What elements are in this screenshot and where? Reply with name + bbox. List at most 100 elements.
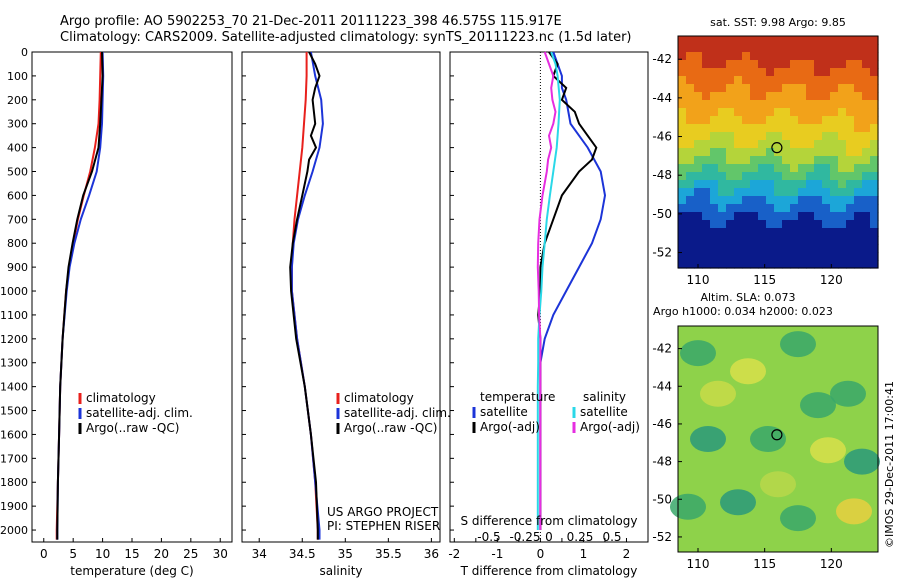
sst-cell — [782, 100, 791, 109]
sst-cell — [734, 108, 743, 117]
sst-cell — [702, 92, 711, 101]
sst-cell — [742, 196, 751, 205]
diff-xlabel2: S difference from climatology — [461, 514, 638, 528]
diff-stick-label-3: 0.25 — [567, 530, 594, 544]
sst-cell — [790, 156, 799, 165]
sst-cell — [814, 196, 823, 205]
sst-cell — [718, 188, 727, 197]
sst-cell — [814, 188, 823, 197]
sst-cell — [702, 188, 711, 197]
sst-cell — [790, 236, 799, 245]
sst-cell — [782, 244, 791, 253]
sst-cell — [870, 132, 879, 141]
sst-cell — [734, 236, 743, 245]
map4-xtick-2: 120 — [820, 557, 843, 571]
sst-cell — [782, 108, 791, 117]
sst-cell — [838, 228, 847, 237]
sst-cell — [734, 60, 743, 69]
sst-cell — [766, 156, 775, 165]
sst-cell — [806, 148, 815, 157]
sst-cell — [694, 140, 703, 149]
sst-cell — [846, 228, 855, 237]
p0-ytick-label-1: 100 — [7, 70, 28, 83]
sst-cell — [806, 36, 815, 45]
sla-blob-14 — [844, 448, 880, 475]
sst-cell — [846, 140, 855, 149]
sst-cell — [742, 116, 751, 125]
sst-cell — [790, 204, 799, 213]
sst-cell — [774, 68, 783, 77]
sst-cell — [774, 188, 783, 197]
sst-cell — [774, 52, 783, 61]
p0-xtick-label-1: 5 — [69, 547, 77, 561]
sst-cell — [774, 204, 783, 213]
map3-ytick-5: -52 — [652, 246, 672, 260]
sst-cell — [822, 84, 831, 93]
sst-cell — [734, 52, 743, 61]
sst-cell — [766, 124, 775, 133]
sst-cell — [742, 236, 751, 245]
sst-cell — [766, 76, 775, 85]
sst-cell — [838, 76, 847, 85]
sst-cell — [830, 212, 839, 221]
sst-cell — [702, 60, 711, 69]
sst-cell — [678, 140, 687, 149]
sst-cell — [862, 260, 871, 269]
sst-cell — [822, 244, 831, 253]
sst-cell — [718, 228, 727, 237]
sst-cell — [862, 252, 871, 261]
p0-ytick-label-0: 0 — [21, 46, 28, 59]
sst-cell — [718, 132, 727, 141]
sst-cell — [766, 140, 775, 149]
sst-cell — [830, 84, 839, 93]
sst-cell — [830, 100, 839, 109]
sst-cell — [790, 180, 799, 189]
p0-ytick-label-11: 1100 — [0, 309, 28, 322]
sst-cell — [822, 260, 831, 269]
sst-cell — [830, 228, 839, 237]
sst-cell — [862, 92, 871, 101]
sst-cell — [710, 68, 719, 77]
sst-cell — [766, 132, 775, 141]
sst-cell — [758, 172, 767, 181]
sla-blob-6 — [810, 437, 846, 464]
diff-legend-temp-label-0: satellite — [480, 405, 528, 419]
sst-cell — [806, 124, 815, 133]
sst-cell — [862, 124, 871, 133]
sst-cell — [758, 204, 767, 213]
sst-cell — [806, 116, 815, 125]
sst-cell — [822, 196, 831, 205]
sst-cell — [838, 92, 847, 101]
p1-xlabel: salinity — [319, 564, 362, 578]
sst-cell — [702, 108, 711, 117]
sst-cell — [702, 124, 711, 133]
sst-cell — [774, 100, 783, 109]
sst-cell — [790, 92, 799, 101]
sst-cell — [870, 140, 879, 149]
sst-cell — [734, 84, 743, 93]
sst-cell — [774, 252, 783, 261]
sst-cell — [798, 196, 807, 205]
sst-cell — [806, 92, 815, 101]
sst-cell — [782, 44, 791, 53]
sst-cell — [734, 100, 743, 109]
sst-cell — [830, 44, 839, 53]
sst-cell — [806, 164, 815, 173]
sst-cell — [766, 212, 775, 221]
sst-cell — [678, 68, 687, 77]
sst-cell — [814, 92, 823, 101]
sst-cell — [742, 220, 751, 229]
sst-cell — [710, 156, 719, 165]
sst-cell — [758, 156, 767, 165]
legend-sal-label-2: Argo(..raw -QC) — [344, 421, 437, 435]
sst-cell — [686, 116, 695, 125]
sst-cell — [854, 52, 863, 61]
sst-cell — [758, 100, 767, 109]
panel-2-frame — [449, 51, 649, 543]
map3-ytick-4: -50 — [652, 207, 672, 221]
sst-cell — [830, 172, 839, 181]
sst-cell — [782, 260, 791, 269]
sst-cell — [782, 252, 791, 261]
sst-cell — [742, 92, 751, 101]
sst-cell — [862, 116, 871, 125]
